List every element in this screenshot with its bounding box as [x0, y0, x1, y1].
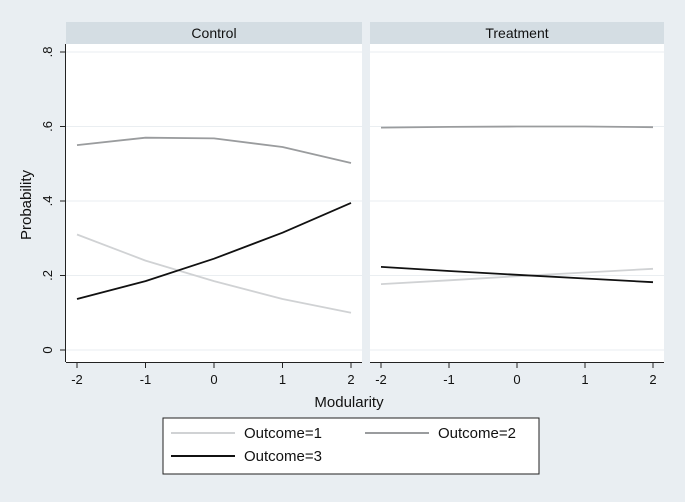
- series-line-2: [76, 136, 352, 164]
- x-tick-label: -1: [443, 372, 455, 387]
- plot-area: [66, 44, 362, 362]
- x-tick-label: 2: [347, 372, 354, 387]
- y-tick-label: 0: [40, 346, 55, 353]
- legend-label: Outcome=1: [244, 425, 322, 442]
- y-axis-title: Probability: [18, 169, 35, 240]
- x-tick-label: 1: [279, 372, 286, 387]
- series-line-3: [380, 266, 654, 284]
- series-line-1: [380, 267, 654, 285]
- x-tick-label: 0: [513, 372, 520, 387]
- series-line-2: [380, 125, 654, 129]
- panel-header: [66, 22, 362, 44]
- y-tick-label: .2: [40, 270, 55, 281]
- series-line-3: [76, 202, 352, 300]
- y-tick-label: .4: [40, 196, 55, 207]
- plot-area: [370, 44, 664, 362]
- panel-title: Control: [191, 25, 236, 41]
- y-tick-label: .6: [40, 121, 55, 132]
- x-axis-title: Modularity: [314, 394, 384, 411]
- x-tick-label: -1: [140, 372, 152, 387]
- x-tick-label: 2: [649, 372, 656, 387]
- panel-title: Treatment: [485, 25, 548, 41]
- panel-header: [370, 22, 664, 44]
- x-tick-label: -2: [71, 372, 83, 387]
- legend-label: Outcome=3: [244, 448, 322, 465]
- legend-label: Outcome=2: [438, 425, 516, 442]
- x-tick-label: -2: [375, 372, 387, 387]
- x-tick-label: 1: [581, 372, 588, 387]
- series-line-1: [76, 233, 352, 314]
- legend-box: [162, 417, 540, 475]
- y-tick-label: .8: [40, 47, 55, 58]
- x-tick-label: 0: [210, 372, 217, 387]
